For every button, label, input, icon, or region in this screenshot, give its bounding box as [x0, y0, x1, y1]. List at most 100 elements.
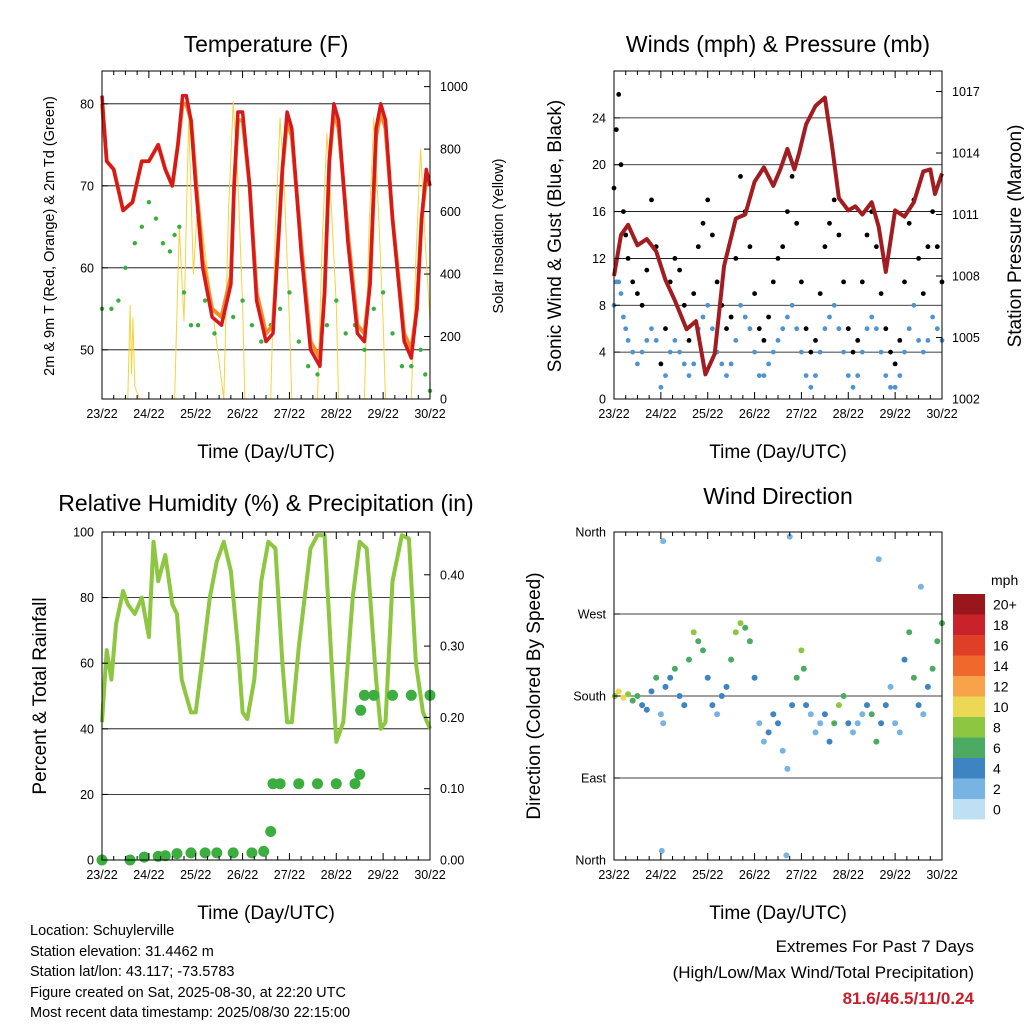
gust-point	[663, 326, 668, 332]
wind-point	[738, 302, 743, 308]
humidity-ticks: 0 20 40 60 80 100 0.00 0.10 0.20 0.30 0.40 23/22 24/…	[73, 526, 464, 883]
gust-point	[710, 232, 715, 238]
wind-point	[897, 373, 903, 378]
dewpoint-point	[277, 306, 283, 311]
y-tick-label: 50	[80, 343, 94, 357]
direction-point	[896, 729, 903, 736]
dewpoint-point	[399, 364, 405, 369]
extremes-subtitle: (High/Low/Max Wind/Total Precipitation)	[672, 963, 974, 982]
wind-point	[906, 326, 912, 332]
gust-point	[794, 220, 800, 226]
wind-point	[663, 373, 668, 378]
wind-point	[766, 361, 771, 367]
direction-point	[840, 693, 847, 699]
direction-point	[817, 720, 824, 727]
wind-point	[770, 349, 776, 355]
gust-point	[766, 314, 771, 320]
wind-point	[649, 326, 654, 332]
wind-point	[831, 302, 837, 308]
temperature-xlabel: Time (Day/UTC)	[197, 442, 335, 463]
gust-point	[695, 244, 701, 250]
wind-point	[855, 373, 861, 378]
x-tick-label: 26/22	[739, 868, 770, 882]
direction-point	[868, 711, 875, 718]
dewpoint-point	[116, 298, 121, 303]
dewpoint-point	[324, 323, 330, 328]
dewpoint-point	[418, 347, 423, 352]
wind-point	[761, 373, 767, 378]
direction-point	[704, 674, 711, 681]
wind-point	[916, 338, 921, 343]
x-tick-label: 27/22	[274, 407, 305, 421]
y2-tick-label: 1008	[952, 270, 980, 284]
wind-point	[888, 384, 893, 390]
y-tick-label: 20	[592, 158, 606, 172]
gust-point	[888, 349, 893, 355]
dewpoint-point	[146, 200, 152, 205]
wind-point	[756, 373, 762, 378]
wind-point	[733, 338, 739, 343]
direction-point	[746, 638, 753, 645]
y2-tick-label: 1002	[952, 393, 980, 407]
wind-point	[934, 326, 940, 332]
direction-point	[634, 693, 641, 699]
temp-2m-line	[100, 93, 432, 368]
direction-point	[639, 702, 646, 709]
wind-point	[841, 349, 846, 355]
wind-point	[719, 361, 725, 367]
extremes-values: 81.6/46.5/11/0.24	[842, 989, 974, 1008]
y2-tick-label: 0.20	[440, 711, 464, 725]
gust-point	[925, 244, 931, 250]
direction-point	[690, 629, 697, 636]
precip-point	[199, 847, 211, 859]
wind-point	[618, 291, 624, 296]
direction-point	[765, 729, 772, 736]
legend-swatch	[953, 799, 985, 820]
x-tick-label: 30/22	[926, 407, 957, 421]
wind-point	[672, 338, 678, 343]
wind-point	[845, 373, 851, 378]
temperature-ylabel-left: 2m & 9m T (Red, Orange) & 2m Td (Green)	[42, 96, 58, 376]
speed-legend: mph 20+ 18 16 14 12 10 8 6 4 2 0	[953, 572, 1018, 820]
gust-point	[780, 244, 786, 250]
gust-point	[681, 302, 687, 308]
dewpoint-point	[362, 347, 367, 352]
winds-speed-series	[611, 279, 945, 390]
legend-swatch	[953, 594, 985, 615]
precip-point	[349, 778, 361, 790]
gust-point	[864, 232, 870, 238]
wind-point	[808, 384, 814, 390]
legend-label: 2	[993, 781, 1001, 797]
direction-point	[714, 711, 721, 718]
precip-point	[265, 826, 277, 837]
wind-point	[813, 373, 818, 378]
direction-point	[878, 720, 885, 727]
gust-point	[756, 326, 762, 332]
x-tick-label: 28/22	[321, 407, 352, 421]
y-tick-label: 8	[599, 299, 606, 313]
gust-point	[733, 256, 739, 261]
direction-point	[859, 711, 866, 718]
legend-label: 12	[993, 679, 1009, 695]
direction-point	[667, 674, 674, 681]
legend-title: mph	[991, 572, 1018, 588]
gust-point	[649, 197, 654, 203]
dewpoint-point	[240, 298, 245, 303]
wind-point	[653, 338, 659, 343]
gust-point	[700, 220, 706, 226]
direction-panel: Wind Direction NorthEastSouthWestNorth23…	[524, 483, 1018, 924]
y-tick-label: North	[575, 854, 606, 868]
direction-point	[910, 674, 917, 681]
legend-label: 20+	[993, 597, 1017, 613]
humidity-panel: Relative Humidity (%) & Precipitation (i…	[30, 490, 474, 924]
gust-point	[625, 256, 631, 261]
direction-point	[831, 720, 838, 727]
gust-point	[902, 279, 907, 285]
winds-ylabel-right: Station Pressure (Maroon)	[1005, 125, 1024, 348]
dewpoint-point	[409, 364, 414, 369]
direction-point	[660, 720, 667, 727]
precip-point	[330, 778, 342, 790]
gust-point	[738, 174, 743, 179]
direction-point	[798, 647, 805, 654]
